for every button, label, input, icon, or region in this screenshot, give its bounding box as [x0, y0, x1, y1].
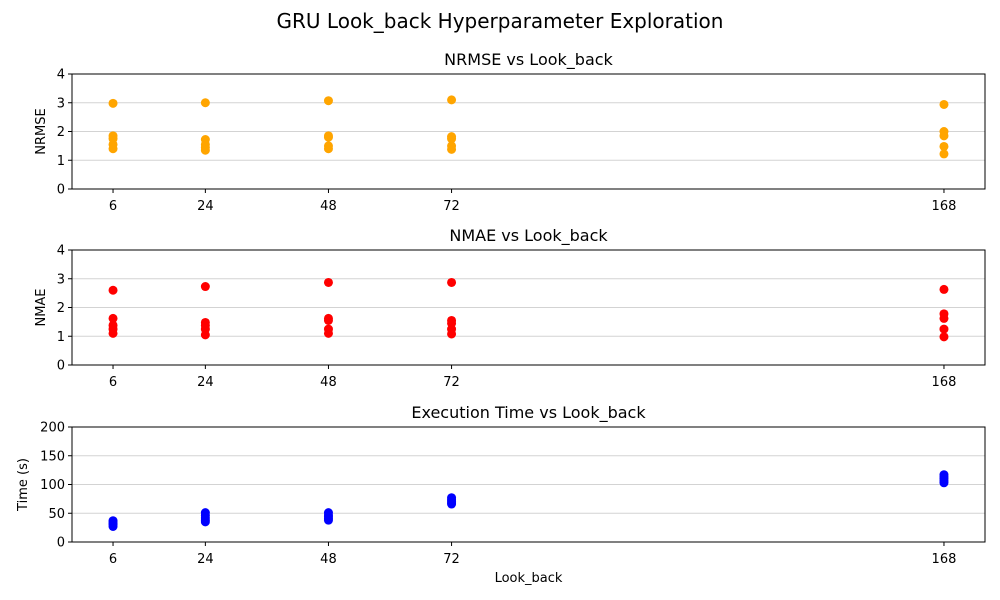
data-point: [447, 144, 457, 154]
data-point: [323, 96, 333, 106]
data-point: [939, 141, 949, 151]
y-tick-label: 4: [57, 68, 65, 83]
data-point: [323, 515, 333, 525]
data-point: [939, 99, 949, 109]
data-point: [108, 521, 118, 531]
subplot-title: Execution Time vs Look_back: [411, 403, 646, 423]
data-point: [200, 98, 210, 108]
data-point: [939, 313, 949, 323]
y-axis-label: NRMSE: [34, 108, 49, 154]
data-point: [108, 98, 118, 108]
x-tick-label: 48: [320, 375, 337, 390]
data-point: [447, 499, 457, 509]
data-point: [939, 131, 949, 141]
data-point: [939, 284, 949, 294]
x-tick-label: 24: [197, 199, 214, 214]
y-tick-label: 0: [57, 536, 65, 551]
subplot-title: NRMSE vs Look_back: [444, 50, 613, 70]
data-point: [323, 277, 333, 287]
y-tick-label: 50: [48, 507, 65, 522]
x-tick-label: 6: [109, 552, 117, 567]
data-point: [323, 328, 333, 338]
y-tick-label: 150: [40, 449, 65, 464]
y-tick-label: 200: [40, 421, 65, 436]
y-tick-label: 0: [57, 359, 65, 374]
data-point: [939, 478, 949, 488]
y-tick-label: 2: [57, 125, 65, 140]
x-tick-label: 48: [320, 199, 337, 214]
data-point: [447, 95, 457, 105]
x-tick-label: 168: [932, 552, 957, 567]
y-tick-label: 1: [57, 154, 65, 169]
y-tick-label: 0: [57, 183, 65, 198]
data-point: [200, 282, 210, 292]
data-point: [108, 144, 118, 154]
y-tick-label: 2: [57, 301, 65, 316]
subplot-0: 0 1 2 3 4 6 24 48 72 168 NRMSE vs Look_back NRMSE: [34, 50, 986, 214]
y-axis-label: Time (s): [16, 458, 31, 512]
x-tick-label: 24: [197, 375, 214, 390]
data-point: [323, 315, 333, 325]
data-point: [323, 144, 333, 154]
x-tick-label: 48: [320, 552, 337, 567]
x-axis-label: Look_back: [495, 571, 563, 586]
data-point: [447, 277, 457, 287]
data-point: [939, 332, 949, 342]
y-tick-label: 3: [57, 272, 65, 287]
x-tick-label: 168: [932, 375, 957, 390]
x-tick-label: 6: [109, 375, 117, 390]
data-point: [108, 313, 118, 323]
x-tick-label: 6: [109, 199, 117, 214]
data-point: [108, 285, 118, 295]
data-point: [200, 145, 210, 155]
data-point: [323, 132, 333, 142]
y-tick-label: 4: [57, 244, 65, 259]
y-tick-label: 1: [57, 330, 65, 345]
data-point: [939, 324, 949, 334]
subplot-1: 0 1 2 3 4 6 24 48 72 168 NMAE vs Look_back NMAE: [34, 226, 986, 390]
x-tick-label: 24: [197, 552, 214, 567]
data-point: [200, 517, 210, 527]
subplot-title: NMAE vs Look_back: [449, 226, 608, 246]
data-point: [200, 330, 210, 340]
y-axis-label: NMAE: [34, 288, 49, 326]
subplot-2: 0 50 100 150 200 6 24 48 72 168 Execution Time vs …: [16, 403, 986, 586]
y-tick-label: 100: [40, 478, 65, 493]
data-point: [108, 328, 118, 338]
figure-suptitle: GRU Look_back Hyperparameter Exploration: [277, 9, 724, 33]
x-tick-label: 168: [932, 199, 957, 214]
data-point: [939, 149, 949, 159]
x-tick-label: 72: [443, 552, 460, 567]
x-tick-label: 72: [443, 375, 460, 390]
x-tick-label: 72: [443, 199, 460, 214]
y-tick-label: 3: [57, 96, 65, 111]
data-point: [447, 329, 457, 339]
data-point: [447, 134, 457, 144]
